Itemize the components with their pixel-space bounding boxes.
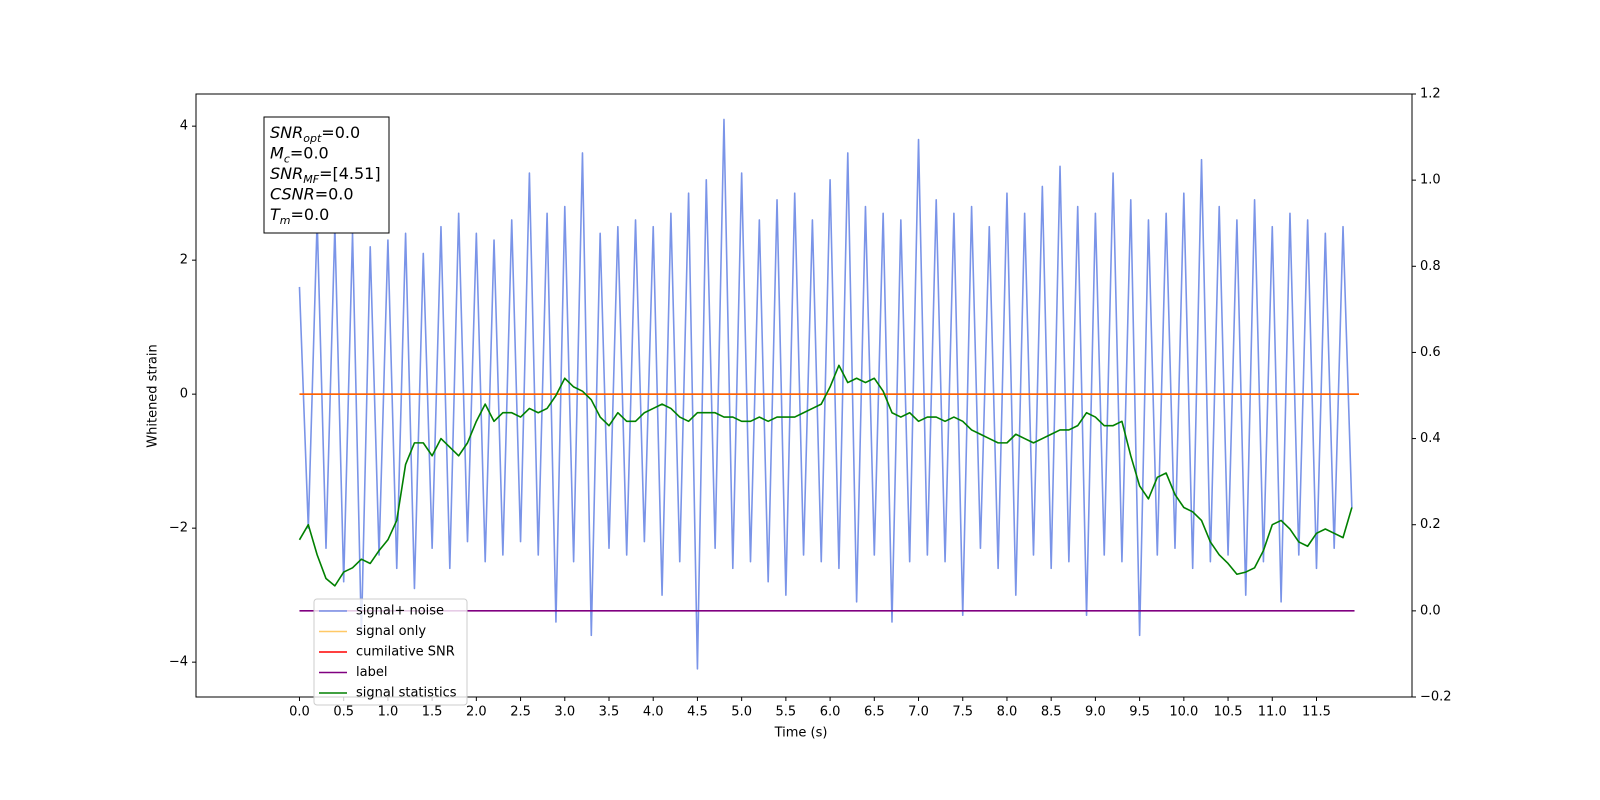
x-axis-label: Time (s) [774,726,828,741]
x-tick-label: 6.0 [820,705,841,720]
x-tick-label: 1.0 [378,705,399,720]
annotation-box: SNRopt=0.0Mc=0.0SNRMF=[4.51]CSNR=0.0Tm=0… [263,116,390,234]
y-tick-label: 2 [180,253,188,268]
y-tick-label: −2 [169,521,188,536]
legend-label: label [356,665,387,680]
y2-tick-label: 0.6 [1420,345,1441,360]
x-tick-label: 6.5 [864,705,885,720]
x-tick-label: 5.5 [776,705,797,720]
plot-area [298,118,1359,670]
annotation-symbol: SNR [270,123,303,142]
annotation-line: SNRMF=[4.51] [270,164,381,186]
x-tick-label: 7.5 [952,705,973,720]
annotation-value: =0.0 [290,144,329,163]
annotation-symbol: T [270,205,281,224]
x-tick-label: 3.0 [554,705,575,720]
y2-tick-label: 0.4 [1420,431,1441,446]
annotation-subscript: opt [303,132,322,145]
annotation-line: Mc=0.0 [270,144,329,166]
annotation-value: =0.0 [315,185,354,204]
x-tick-label: 11.5 [1302,705,1331,720]
annotation-line: SNRopt=0.0 [270,123,360,145]
y2-tick-label: −0.2 [1420,690,1452,705]
annotation-symbol: SNR [270,164,303,183]
legend: signal+ noise signal only cumilative SNR la… [313,598,468,706]
x-tick-label: 4.0 [643,705,664,720]
x-tick-label: 7.0 [908,705,929,720]
x-tick-label: 10.0 [1169,705,1198,720]
x-tick-label: 0.0 [289,705,310,720]
annotation-line: Tm=0.0 [270,205,329,227]
x-tick-label: 5.0 [731,705,752,720]
annotation-symbol: M [270,144,284,163]
y2-tick-label: 0.0 [1420,603,1441,618]
annotation-value: =0.0 [291,205,330,224]
axes-frame [195,93,1413,698]
x-tick-label: 8.5 [1041,705,1062,720]
annotation-frame [263,116,390,234]
x-tick-label: 2.0 [466,705,487,720]
x-tick-label: 9.0 [1085,705,1106,720]
x-tick-label: 1.5 [422,705,443,720]
annotation-value: =0.0 [321,123,360,142]
x-tick-label: 10.5 [1214,705,1243,720]
y-tick-label: 0 [180,387,188,402]
y-axis-label: Whitened strain [146,344,161,447]
series-line [298,118,1353,670]
x-tick-label: 9.5 [1129,705,1150,720]
x-tick-label: 8.0 [997,705,1018,720]
x-tick-label: 11.0 [1258,705,1287,720]
annotation-subscript: c [284,153,290,166]
y2-tick-label: 0.2 [1420,517,1441,532]
y2-tick-label: 0.8 [1420,259,1441,274]
y2-tick-label: 1.2 [1420,87,1441,102]
x-tick-label: 3.5 [599,705,620,720]
annotation-subscript: m [280,214,291,227]
x-tick-label: 4.5 [687,705,708,720]
x-tick-label: 0.5 [333,705,354,720]
annotation-value: =[4.51] [319,164,381,183]
legend-frame [313,598,468,706]
annotation-line: CSNR=0.0 [270,185,354,204]
legend-label: signal+ noise [356,604,444,619]
y-tick-label: 4 [180,119,188,134]
legend-label: cumilative SNR [356,645,455,660]
annotation-subscript: MF [303,173,319,186]
legend-label: signal only [356,624,426,639]
ticks: 0.0 0.5 1.0 1.5 2.0 2.5 3.0 3.5 4.0 4.5 5.0 5.5 6.0 6… [169,87,1452,720]
annotation-symbol: CSNR [270,185,315,204]
y2-tick-label: 1.0 [1420,173,1441,188]
x-tick-label: 2.5 [510,705,531,720]
legend-label: signal statistics [356,686,457,701]
y-tick-label: −4 [169,655,188,670]
series-line [298,364,1353,587]
